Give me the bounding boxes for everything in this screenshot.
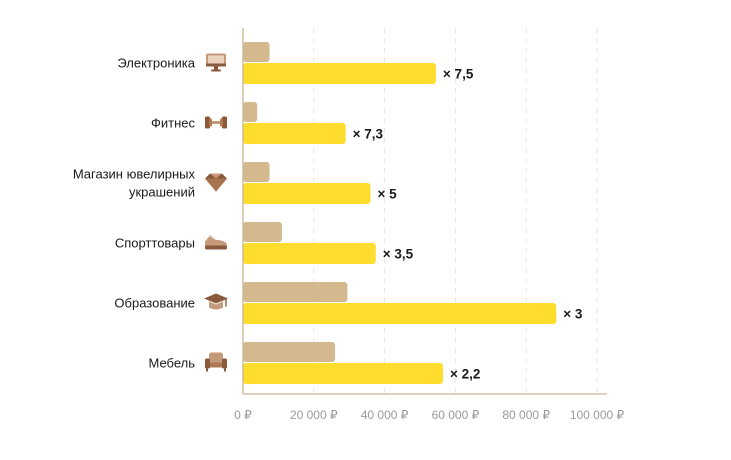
- x-tick-label: 60 000 ₽: [432, 408, 480, 422]
- x-tick-labels: 0 ₽ 20 000 ₽ 40 000 ₽ 60 000 ₽ 80 000 ₽ 100 0…: [234, 408, 624, 422]
- data-label: × 3,5: [383, 247, 414, 262]
- x-tick-label: 80 000 ₽: [502, 408, 550, 422]
- dumbbell-icon: [205, 116, 227, 129]
- axes: [242, 28, 607, 395]
- category-icons: [204, 53, 228, 372]
- bars: [243, 42, 557, 384]
- bar-series-1: [243, 42, 270, 62]
- category-label: Спорттовары: [115, 236, 195, 251]
- data-label: × 3: [563, 307, 583, 322]
- data-label: × 7,5: [443, 67, 474, 82]
- data-label: × 5: [377, 187, 397, 202]
- category-label: Магазин ювелирных: [73, 167, 196, 182]
- x-tick-label: 100 000 ₽: [570, 408, 625, 422]
- bar-series-1: [243, 102, 258, 122]
- diamond-icon: [205, 173, 227, 192]
- bar-series-2: [243, 183, 371, 204]
- bar-series-2: [243, 303, 557, 324]
- x-tick-label: 0 ₽: [234, 408, 252, 422]
- category-label: Мебель: [148, 356, 195, 371]
- bar-series-2: [243, 243, 376, 264]
- bar-series-1: [243, 342, 336, 362]
- bar-series-2: [243, 63, 436, 84]
- bar-series-1: [243, 222, 282, 242]
- bar-series-2: [243, 123, 346, 144]
- grid-lines: [313, 28, 598, 394]
- category-labels: Электроника Фитнес Магазин ювелирных украше…: [73, 56, 196, 371]
- x-tick-label: 40 000 ₽: [361, 408, 409, 422]
- data-label: × 2,2: [450, 367, 480, 382]
- category-label: Фитнес: [151, 116, 196, 131]
- monitor-icon: [206, 53, 226, 72]
- category-label: украшений: [129, 185, 195, 200]
- bar-series-1: [243, 282, 348, 302]
- x-tick-label: 20 000 ₽: [290, 408, 338, 422]
- bar-series-2: [243, 363, 444, 384]
- armchair-icon: [205, 352, 227, 372]
- category-label: Образование: [114, 296, 195, 311]
- category-label: Электроника: [117, 56, 195, 71]
- data-labels: × 7,5 × 7,3 × 5 × 3,5 × 3 × 2,2: [353, 67, 583, 382]
- bar-series-1: [243, 162, 270, 182]
- sneaker-icon: [205, 234, 227, 250]
- graduation-cap-icon: [204, 293, 228, 310]
- data-label: × 7,3: [353, 127, 384, 142]
